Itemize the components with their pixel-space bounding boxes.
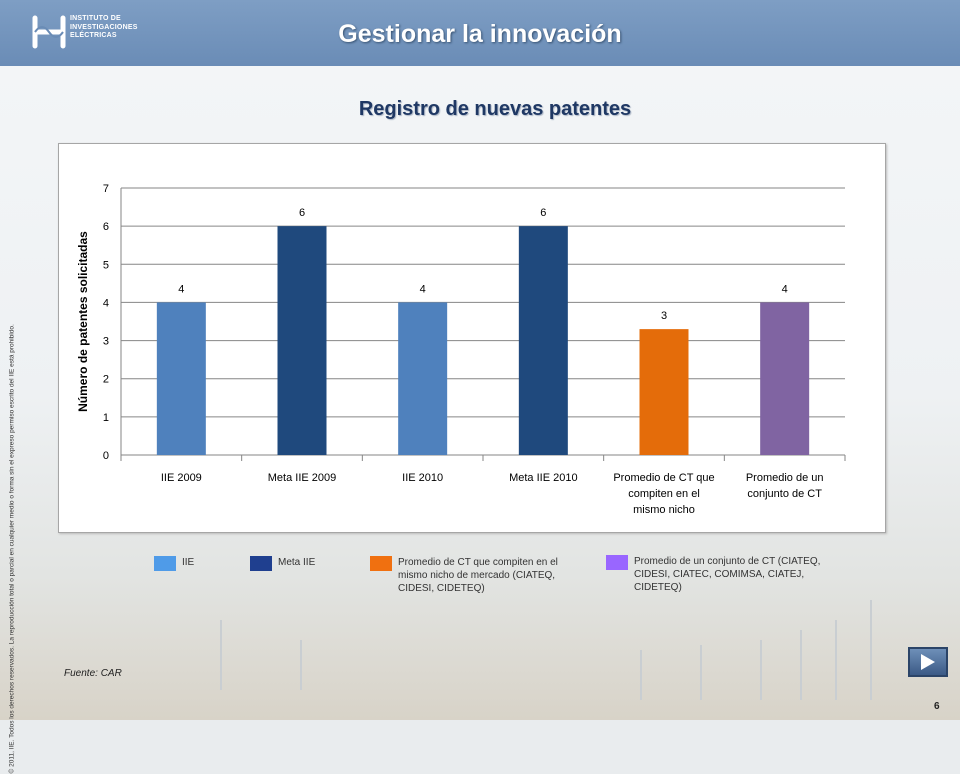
y-tick-label: 6 — [103, 221, 109, 233]
source-note: Fuente: CAR — [64, 668, 122, 679]
logo-mark-icon — [32, 15, 66, 49]
x-tick-label: Meta IIE 2010 — [509, 472, 578, 484]
turbine-silhouette — [800, 630, 802, 700]
logo-line-3: ELÉCTRICAS — [70, 32, 117, 39]
logo-text: INSTITUTO DE INVESTIGACIONES ELÉCTRICAS — [70, 15, 138, 41]
x-tick-label: IIE 2009 — [161, 472, 202, 484]
data-label: 3 — [661, 310, 667, 322]
logo-line-1: INSTITUTO DE — [70, 15, 121, 22]
y-tick-label: 0 — [103, 450, 109, 462]
turbine-silhouette — [300, 640, 302, 690]
copyright-notice: © 2011, IIE. Todos los derechos reservad… — [8, 324, 16, 774]
y-tick-label: 3 — [103, 336, 109, 348]
turbine-silhouette — [640, 650, 642, 700]
data-label: 6 — [299, 207, 305, 219]
x-tick-label: conjunto de CT — [747, 488, 822, 500]
play-next-icon — [921, 654, 935, 670]
turbine-silhouette — [760, 640, 762, 700]
legend-label-promedio-conjunto: Promedio de un conjunto de CT (CIATEQ, C… — [634, 556, 821, 593]
y-axis-title: Número de patentes solicitadas — [76, 231, 90, 412]
bar — [639, 329, 689, 455]
turbine-silhouette — [700, 645, 702, 700]
logo-line-2: INVESTIGACIONES — [70, 23, 138, 31]
legend-swatch-promedio-nicho — [370, 556, 392, 571]
iie-logo: INSTITUTO DE INVESTIGACIONES ELÉCTRICAS — [30, 10, 170, 56]
bar — [760, 302, 810, 455]
y-tick-label: 4 — [103, 297, 109, 309]
legend-label-promedio-nicho: Promedio de CT que compiten en el mismo … — [398, 557, 558, 594]
bar — [518, 226, 568, 455]
chart-subtitle: Registro de nuevas patentes — [358, 98, 632, 120]
legend-label-iie: IIE — [182, 557, 195, 568]
y-tick-label: 5 — [103, 259, 109, 271]
legend-swatch-meta-iie — [250, 556, 272, 571]
turbine-silhouette — [870, 600, 872, 700]
y-tick-label: 1 — [103, 412, 109, 424]
data-label: 4 — [178, 283, 184, 295]
bar — [156, 302, 206, 455]
next-slide-button[interactable] — [908, 647, 948, 677]
page-title: Gestionar la innovación — [338, 20, 622, 48]
x-tick-label: Promedio de un — [746, 472, 824, 484]
bar-chart: 0 1 2 3 4 5 6 7 4 IIE 2009 6 Meta IIE 2009 4 IIE 2010… — [76, 183, 846, 516]
data-label: 4 — [782, 283, 788, 295]
legend-swatch-iie — [154, 556, 176, 571]
data-label: 6 — [540, 207, 546, 219]
turbine-silhouette — [835, 620, 837, 700]
x-tick-label: compiten en el — [628, 488, 700, 500]
x-tick-label: mismo nicho — [633, 504, 695, 516]
y-tick-label: 2 — [103, 374, 109, 386]
x-tick-label: Promedio de CT que — [613, 472, 714, 484]
header-bar: INSTITUTO DE INVESTIGACIONES ELÉCTRICAS … — [0, 0, 960, 66]
x-tick-label: Meta IIE 2009 — [268, 472, 337, 484]
bar — [398, 302, 448, 455]
y-tick-label: 7 — [103, 183, 109, 195]
data-label: 4 — [420, 283, 426, 295]
turbine-silhouette — [220, 620, 222, 690]
legend-swatch-promedio-conjunto — [606, 555, 628, 570]
legend-label-meta-iie: Meta IIE — [278, 557, 316, 568]
page-number: 6 — [934, 701, 940, 712]
x-tick-label: IIE 2010 — [402, 472, 443, 484]
chart-frame: 0 1 2 3 4 5 6 7 4 IIE 2009 6 Meta IIE 2009 4 IIE 2010… — [58, 143, 886, 533]
bar — [277, 226, 327, 455]
